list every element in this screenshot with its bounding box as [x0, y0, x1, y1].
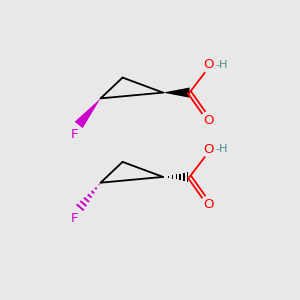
Polygon shape [172, 175, 173, 179]
Polygon shape [80, 200, 87, 207]
Text: -H: -H [216, 60, 228, 70]
Polygon shape [83, 197, 90, 203]
Polygon shape [183, 173, 184, 181]
Text: O: O [203, 143, 213, 156]
Text: O: O [203, 114, 213, 127]
Text: F: F [70, 212, 78, 225]
Polygon shape [163, 88, 190, 98]
Polygon shape [164, 176, 166, 177]
Polygon shape [76, 204, 85, 211]
Polygon shape [179, 174, 181, 180]
Polygon shape [187, 172, 188, 182]
Polygon shape [91, 190, 95, 194]
Text: O: O [203, 58, 213, 71]
Polygon shape [176, 174, 177, 179]
Polygon shape [94, 187, 98, 190]
Polygon shape [168, 176, 170, 178]
Text: F: F [70, 128, 78, 141]
Polygon shape [87, 194, 92, 198]
Polygon shape [75, 98, 101, 128]
Text: -H: -H [216, 144, 228, 154]
Polygon shape [98, 184, 100, 186]
Text: O: O [203, 198, 213, 211]
